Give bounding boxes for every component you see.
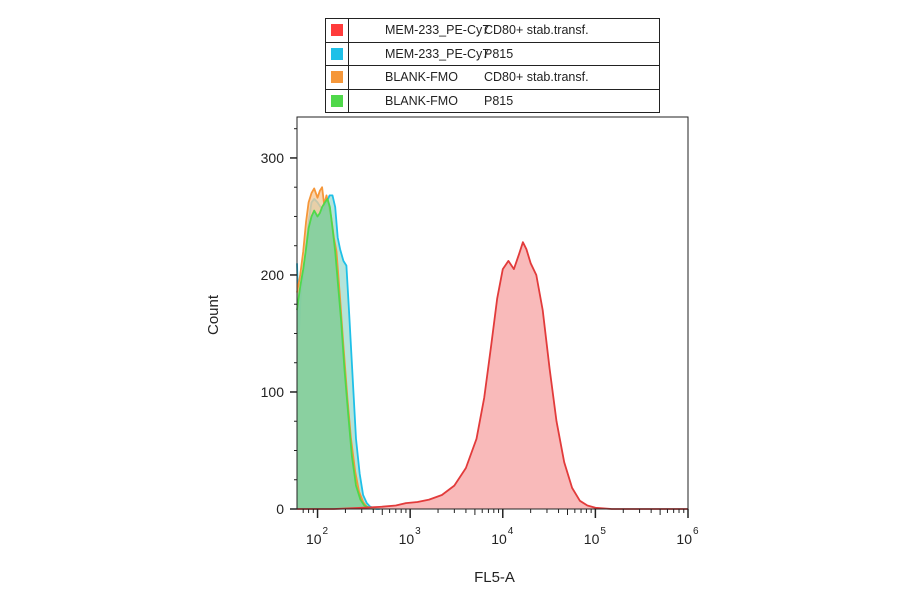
legend-swatch (331, 24, 343, 37)
x-tick-label: 10 (306, 531, 322, 547)
legend-name: BLANK-FMO (385, 70, 458, 85)
y-tick-label: 200 (261, 267, 285, 283)
legend-name: BLANK-FMO (385, 93, 458, 108)
legend-name: MEM-233_PE-Cy7 (385, 23, 490, 38)
x-tick-exponent: 6 (693, 526, 699, 537)
legend-sample: P815 (484, 46, 514, 61)
legend-entry: MEM-233_PE-Cy7 P815 (326, 42, 659, 66)
series-area-2 (297, 198, 374, 509)
x-tick-label: 10 (491, 531, 507, 547)
x-tick-exponent: 3 (415, 526, 421, 537)
legend-entry: BLANK-FMO P815 (326, 89, 659, 113)
series-line-2 (296, 198, 374, 510)
y-tick-label: 0 (276, 501, 284, 517)
x-tick-label: 10 (584, 531, 600, 547)
legend-sample: P815 (484, 93, 514, 108)
x-tick-exponent: 4 (508, 526, 514, 537)
series-line-3 (297, 241, 688, 510)
y-tick-label: 300 (261, 150, 285, 166)
x-tick-label: 10 (399, 531, 415, 547)
legend-sample: CD80+ stab.transf. (484, 23, 589, 38)
legend-swatch (331, 94, 343, 107)
series-layer (296, 186, 688, 510)
y-tick-label: 100 (261, 384, 285, 400)
legend-swatch (331, 47, 343, 60)
x-tick-exponent: 5 (600, 526, 606, 537)
y-axis-label: Count (205, 294, 222, 335)
series-area-3 (297, 242, 688, 509)
x-axis-label: FL5-A (474, 569, 515, 586)
x-tick-exponent: 2 (323, 526, 329, 537)
legend-sample: CD80+ stab.transf. (484, 70, 589, 85)
legend-entry: BLANK-FMO CD80+ stab.transf. (326, 66, 659, 90)
x-tick-label: 10 (676, 531, 692, 547)
legend-name: MEM-233_PE-Cy7 (385, 46, 490, 61)
legend: MEM-233_PE-Cy7 CD80+ stab.transf. MEM-23… (325, 18, 660, 113)
plot-frame (296, 116, 689, 510)
legend-entry: MEM-233_PE-Cy7 CD80+ stab.transf. (326, 19, 659, 43)
legend-swatch (331, 71, 343, 84)
